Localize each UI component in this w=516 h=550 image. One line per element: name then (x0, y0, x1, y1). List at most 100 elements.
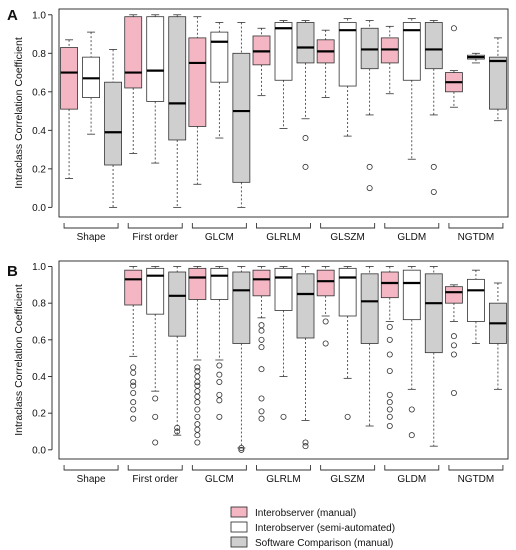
box-1-group-7 (445, 285, 462, 396)
y-tick-label: 0.8 (32, 299, 46, 310)
box-2-group-7 (467, 53, 484, 63)
box-iqr (489, 57, 506, 109)
outlier-point (451, 343, 456, 348)
outlier-point (195, 368, 200, 373)
box-1-group-2 (125, 267, 142, 422)
outlier-point (387, 337, 392, 342)
box-2-group-6 (403, 19, 420, 160)
y-tick-label: 0.6 (32, 335, 46, 346)
outlier-point (387, 392, 392, 397)
outlier-point (303, 444, 308, 449)
box-iqr (169, 272, 186, 336)
y-tick-label: 0.0 (32, 203, 46, 214)
box-iqr (297, 274, 314, 338)
box-3-group-6 (425, 267, 442, 447)
group-bracket (257, 465, 311, 470)
box-3-group-4 (297, 21, 314, 170)
outlier-point (259, 409, 264, 414)
box-2-group-7 (467, 270, 484, 343)
outlier-point (281, 414, 286, 419)
group-bracket (257, 223, 311, 228)
outlier-point (259, 345, 264, 350)
group-label: GLCM (205, 232, 234, 243)
group-bracket (321, 223, 375, 228)
outlier-point (259, 416, 264, 421)
y-axis-title: Intraclass Correlation Coefficient (13, 284, 25, 436)
group-label: GLRLM (266, 474, 300, 485)
group-bracket (64, 223, 118, 228)
box-1-group-5 (317, 30, 334, 97)
box-iqr (61, 48, 78, 110)
outlier-point (259, 367, 264, 372)
outlier-point (303, 135, 308, 140)
group-label: GLSZM (330, 232, 364, 243)
group-label: GLDM (397, 232, 426, 243)
group-bracket (449, 465, 503, 470)
box-1-group-3 (189, 267, 206, 446)
outlier-point (195, 374, 200, 379)
outlier-point (387, 352, 392, 357)
y-tick-label: 1.0 (32, 262, 46, 273)
outlier-point (217, 379, 222, 384)
group-label: First order (132, 474, 178, 485)
box-3-group-4 (297, 267, 314, 449)
group-bracket (192, 465, 246, 470)
y-tick-label: 0.4 (32, 372, 46, 383)
box-iqr (125, 17, 142, 88)
outlier-point (217, 363, 222, 368)
box-3-group-7 (489, 38, 506, 121)
outlier-point (195, 383, 200, 388)
panel-a: A 0.0 0.2 0.4 0.6 0.8 1.0 Intraclass Correlati… (7, 7, 508, 243)
group-label: GLSZM (330, 474, 364, 485)
group-label: NGTDM (458, 232, 495, 243)
box-2-group-6 (403, 267, 420, 438)
outlier-point (131, 400, 136, 405)
box-iqr (211, 32, 228, 82)
outlier-point (431, 189, 436, 194)
outlier-point (153, 396, 158, 401)
box-iqr (125, 270, 142, 305)
box-iqr (317, 270, 334, 296)
outlier-point (303, 164, 308, 169)
y-tick-label: 0.6 (32, 87, 46, 98)
outlier-point (195, 422, 200, 427)
box-3-group-2 (169, 267, 186, 436)
box-2-group-4 (275, 21, 292, 129)
group-bracket (128, 223, 182, 228)
legend-swatch (231, 507, 247, 517)
panel-b: B 0.0 0.2 0.4 0.6 0.8 1.0 Intraclass Correlati… (7, 261, 508, 485)
group-label: GLDM (397, 474, 426, 485)
group-bracket (385, 223, 439, 228)
legend: Interobserver (manual) Interobserver (sem… (231, 507, 395, 549)
outlier-point (387, 423, 392, 428)
outlier-point (387, 368, 392, 373)
outlier-point (195, 389, 200, 394)
group-bracket (64, 465, 118, 470)
box-iqr (425, 22, 442, 68)
outlier-point (217, 398, 222, 403)
outlier-point (259, 337, 264, 342)
box-1-group-7 (445, 26, 462, 108)
outlier-point (195, 427, 200, 432)
group-label: Shape (77, 474, 106, 485)
group-bracket (385, 465, 439, 470)
box-2-group-2 (147, 267, 164, 446)
y-tick-label: 1.0 (32, 10, 46, 21)
box-iqr (253, 270, 270, 296)
outlier-point (153, 440, 158, 445)
y-tick-label: 0.2 (32, 409, 46, 420)
box-iqr (403, 270, 420, 320)
box-3-group-2 (169, 15, 186, 208)
outlier-point (451, 26, 456, 31)
box-iqr (361, 274, 378, 344)
box-iqr (467, 279, 484, 321)
group-label: First order (132, 232, 178, 243)
outlier-point (195, 400, 200, 405)
outlier-point (387, 407, 392, 412)
panel-b-plot: 0.0 0.2 0.4 0.6 0.8 1.0 Intraclass Correlation… (13, 261, 508, 485)
outlier-point (195, 414, 200, 419)
box-iqr (147, 17, 164, 102)
box-3-group-3 (233, 22, 250, 207)
group-label: GLCM (205, 474, 234, 485)
